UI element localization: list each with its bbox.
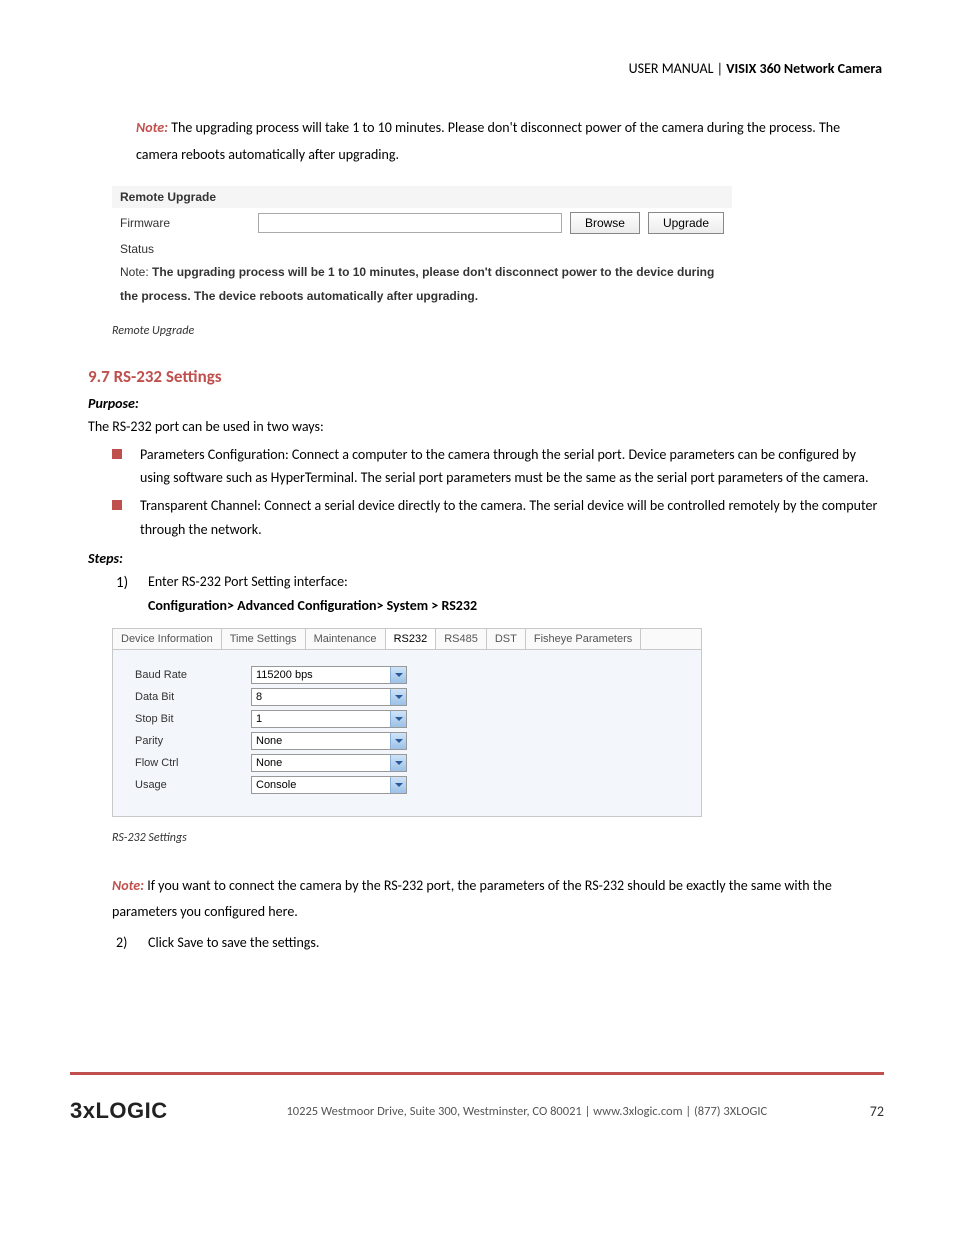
- field-label: Flow Ctrl: [135, 757, 251, 769]
- field-label: Stop Bit: [135, 713, 251, 725]
- remote-upgrade-caption: Remote Upgrade: [112, 324, 882, 338]
- select-flow-ctrl[interactable]: None: [251, 754, 407, 772]
- select-usage[interactable]: Console: [251, 776, 407, 794]
- select-value: 1: [256, 713, 262, 725]
- tab-rs232[interactable]: RS232: [386, 629, 437, 649]
- rs232-field-stop-bit: Stop Bit 1: [135, 710, 683, 728]
- header-title: VISIX 360 Network Camera: [726, 60, 882, 77]
- note-upgrading: Note: The upgrading process will take 1 …: [136, 115, 862, 168]
- rs232-field-usage: Usage Console: [135, 776, 683, 794]
- bullet-text: Parameters Configuration: Connect a comp…: [140, 443, 882, 491]
- footer-text: 10225 Westmoor Drive, Suite 300, Westmin…: [196, 1104, 858, 1119]
- select-parity[interactable]: None: [251, 732, 407, 750]
- rs232-body: Baud Rate 115200 bps Data Bit 8 Stop Bit 1 Par…: [113, 650, 701, 816]
- square-bullet-icon: [112, 500, 122, 510]
- note-label: Note:: [136, 119, 168, 136]
- rs232-tabs: Device InformationTime SettingsMaintenan…: [113, 629, 701, 650]
- steps-label: Steps:: [88, 550, 882, 567]
- rs232-field-data-bit: Data Bit 8: [135, 688, 683, 706]
- logo: 3xLOGIC: [70, 1098, 168, 1124]
- tab-rs485[interactable]: RS485: [436, 629, 487, 649]
- select-value: 8: [256, 691, 262, 703]
- step-number: 2): [116, 932, 136, 954]
- chevron-down-icon: [390, 733, 406, 749]
- select-value: 115200 bps: [256, 669, 313, 681]
- upgrade-button[interactable]: Upgrade: [648, 212, 724, 234]
- rs232-caption: RS-232 Settings: [112, 831, 882, 845]
- note-label: Note:: [112, 877, 144, 894]
- page-header: USER MANUAL | VISIX 360 Network Camera: [72, 60, 882, 77]
- browse-button[interactable]: Browse: [570, 212, 640, 234]
- list-item: Parameters Configuration: Connect a comp…: [112, 443, 882, 491]
- chevron-down-icon: [390, 689, 406, 705]
- upgrade-panel-note: Note: The upgrading process will be 1 to…: [112, 260, 732, 312]
- upgrade-note-prefix: Note:: [120, 265, 149, 279]
- chevron-down-icon: [390, 711, 406, 727]
- step-text: Enter RS-232 Port Setting interface:: [148, 571, 348, 595]
- remote-upgrade-panel: Remote Upgrade Firmware Browse Upgrade S…: [112, 186, 732, 312]
- step-2: 2) Click Save to save the settings.: [116, 932, 882, 954]
- firmware-label: Firmware: [120, 216, 250, 230]
- section-heading: 9.7 RS-232 Settings: [88, 366, 882, 387]
- rs232-settings-panel: Device InformationTime SettingsMaintenan…: [112, 628, 702, 817]
- rs232-field-parity: Parity None: [135, 732, 683, 750]
- upgrade-note-text: The upgrading process will be 1 to 10 mi…: [120, 265, 714, 303]
- page-footer: 3xLOGIC 10225 Westmoor Drive, Suite 300,…: [70, 1098, 884, 1124]
- tab-fisheye-parameters[interactable]: Fisheye Parameters: [526, 629, 641, 649]
- chevron-down-icon: [390, 777, 406, 793]
- status-label: Status: [120, 242, 250, 256]
- note-text: The upgrading process will take 1 to 10 …: [136, 119, 840, 163]
- footer-rule: [70, 1072, 884, 1075]
- field-label: Parity: [135, 735, 251, 747]
- field-label: Usage: [135, 779, 251, 791]
- bullet-list: Parameters Configuration: Connect a comp…: [112, 443, 882, 542]
- chevron-down-icon: [390, 667, 406, 683]
- field-label: Data Bit: [135, 691, 251, 703]
- tab-device-information[interactable]: Device Information: [113, 629, 222, 649]
- select-value: Console: [256, 779, 296, 791]
- header-prefix: USER MANUAL |: [629, 60, 727, 77]
- rs232-field-flow-ctrl: Flow Ctrl None: [135, 754, 683, 772]
- config-breadcrumb: Configuration> Advanced Configuration> S…: [148, 597, 882, 614]
- chevron-down-icon: [390, 755, 406, 771]
- section-intro: The RS-232 port can be used in two ways:: [88, 416, 882, 438]
- select-stop-bit[interactable]: 1: [251, 710, 407, 728]
- note-rs232: Note: If you want to connect the camera …: [112, 873, 862, 926]
- select-value: None: [256, 735, 282, 747]
- remote-upgrade-title: Remote Upgrade: [112, 186, 732, 208]
- select-baud-rate[interactable]: 115200 bps: [251, 666, 407, 684]
- square-bullet-icon: [112, 449, 122, 459]
- firmware-path-input[interactable]: [258, 213, 562, 233]
- select-data-bit[interactable]: 8: [251, 688, 407, 706]
- select-value: None: [256, 757, 282, 769]
- step-text: Click Save to save the settings.: [148, 932, 319, 954]
- tab-time-settings[interactable]: Time Settings: [222, 629, 306, 649]
- field-label: Baud Rate: [135, 669, 251, 681]
- page-number: 72: [858, 1103, 884, 1120]
- purpose-label: Purpose:: [88, 395, 882, 412]
- note-text: If you want to connect the camera by the…: [112, 877, 832, 921]
- tab-maintenance[interactable]: Maintenance: [306, 629, 386, 649]
- bullet-text: Transparent Channel: Connect a serial de…: [140, 494, 882, 542]
- list-item: Transparent Channel: Connect a serial de…: [112, 494, 882, 542]
- step-number: 1): [116, 571, 136, 595]
- step-1: 1) Enter RS-232 Port Setting interface:: [116, 571, 882, 595]
- rs232-field-baud-rate: Baud Rate 115200 bps: [135, 666, 683, 684]
- tab-dst[interactable]: DST: [487, 629, 526, 649]
